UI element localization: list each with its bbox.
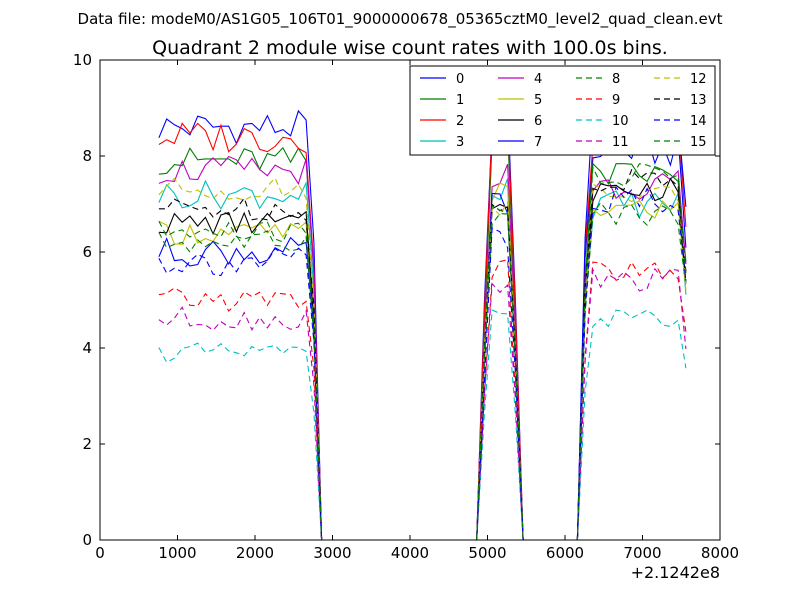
legend-label-15: 15 bbox=[690, 135, 707, 150]
y-tick-label: 10 bbox=[73, 51, 92, 69]
chart-title: Quadrant 2 module wise count rates with … bbox=[152, 37, 668, 59]
x-tick-label: 6000 bbox=[546, 544, 584, 562]
plot-series bbox=[158, 95, 687, 541]
series-line-13 bbox=[158, 168, 687, 541]
series-line-0 bbox=[158, 100, 687, 541]
y-tick-label: 0 bbox=[82, 531, 92, 549]
series-line-3 bbox=[158, 178, 687, 541]
legend-label-9: 9 bbox=[612, 93, 620, 108]
legend-label-14: 14 bbox=[690, 114, 707, 129]
legend-label-8: 8 bbox=[612, 72, 620, 87]
legend-label-5: 5 bbox=[534, 93, 542, 108]
legend-label-3: 3 bbox=[456, 135, 464, 150]
legend-label-13: 13 bbox=[690, 93, 707, 108]
series-line-7 bbox=[158, 95, 687, 541]
series-line-2 bbox=[158, 113, 687, 541]
x-tick-label: 5000 bbox=[468, 544, 506, 562]
x-tick-label: 3000 bbox=[313, 544, 351, 562]
y-tick-label: 4 bbox=[82, 339, 92, 357]
data-file-header: Data file: modeM0/AS1G05_106T01_90000006… bbox=[78, 10, 723, 29]
y-tick-label: 8 bbox=[82, 147, 92, 165]
series-line-11 bbox=[158, 267, 687, 541]
x-tick-label: 8000 bbox=[701, 544, 739, 562]
x-tick-label: 1000 bbox=[158, 544, 196, 562]
series-line-12 bbox=[158, 177, 687, 541]
series-line-5 bbox=[158, 182, 687, 541]
y-tick-label: 2 bbox=[82, 435, 92, 453]
legend-label-11: 11 bbox=[612, 135, 629, 150]
legend-label-0: 0 bbox=[456, 72, 464, 87]
series-line-4 bbox=[158, 155, 687, 541]
series-line-9 bbox=[158, 259, 687, 541]
x-axis: 0 1000 2000 3000 4000 5000 6000 7000 8000 bbox=[95, 60, 739, 562]
legend-label-7: 7 bbox=[534, 135, 542, 150]
y-tick-label: 6 bbox=[82, 243, 92, 261]
series-line-6 bbox=[158, 177, 687, 541]
series-line-15 bbox=[158, 163, 687, 541]
series-line-14 bbox=[158, 186, 687, 541]
legend-label-1: 1 bbox=[456, 93, 464, 108]
legend-label-2: 2 bbox=[456, 114, 464, 129]
series-line-1 bbox=[158, 126, 687, 541]
legend-label-4: 4 bbox=[534, 72, 542, 87]
legend-label-6: 6 bbox=[534, 114, 542, 129]
series-line-8 bbox=[158, 201, 687, 541]
legend-box bbox=[409, 65, 716, 156]
x-tick-label: 7000 bbox=[623, 544, 661, 562]
x-tick-label: 0 bbox=[95, 544, 105, 562]
legend-label-12: 12 bbox=[690, 72, 707, 87]
x-tick-label: 4000 bbox=[391, 544, 429, 562]
x-tick-label: 2000 bbox=[236, 544, 274, 562]
series-line-10 bbox=[158, 309, 687, 541]
legend-label-10: 10 bbox=[612, 114, 629, 129]
x-offset-label: +2.1242e8 bbox=[631, 563, 720, 582]
